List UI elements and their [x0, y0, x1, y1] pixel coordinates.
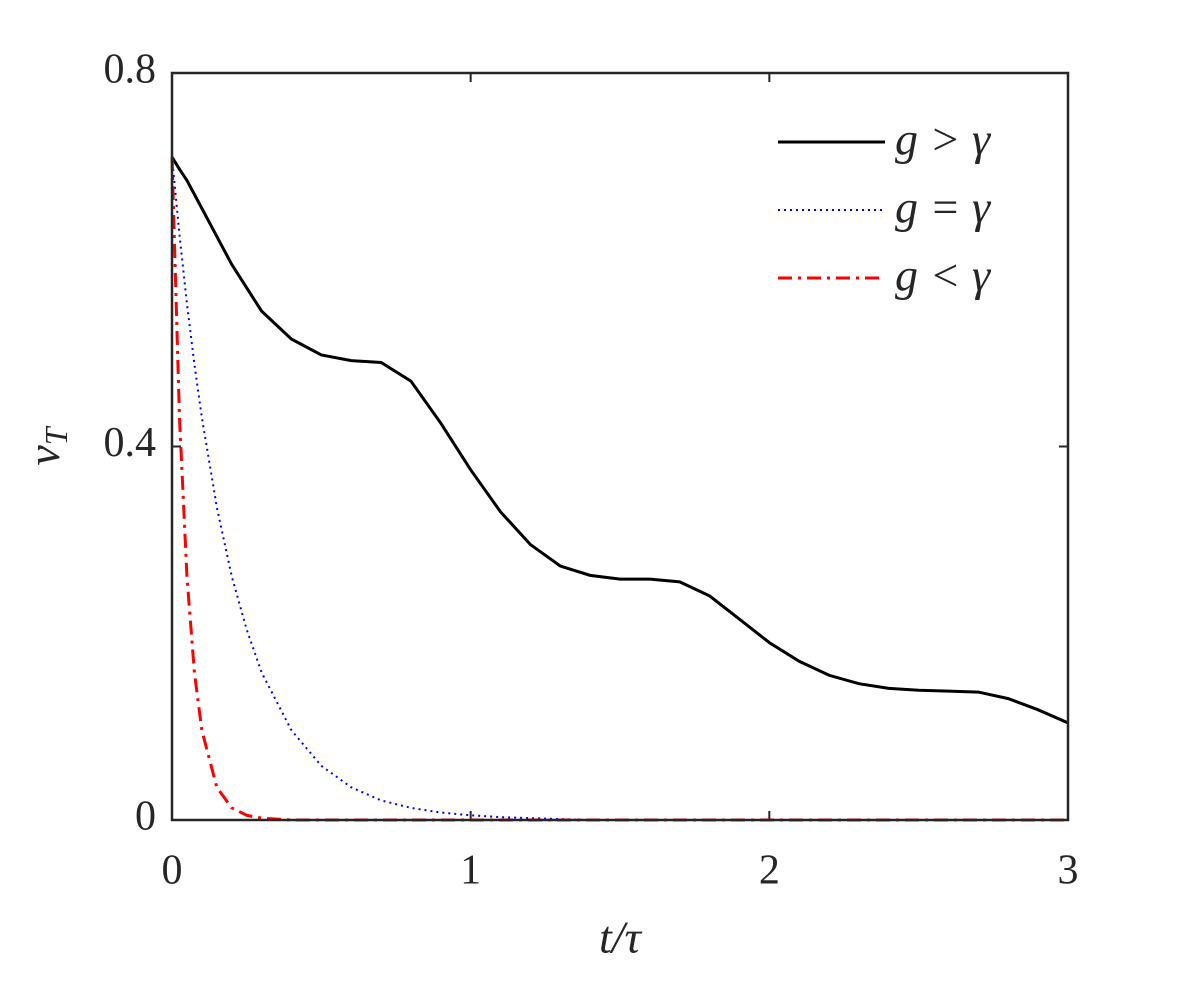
legend: g > γ g = γ g < γ: [778, 114, 992, 301]
x-axis-label: t/τ: [599, 912, 643, 963]
legend-label: g = γ: [895, 182, 992, 233]
y-axis-label: vT: [18, 425, 75, 465]
series-line: [170, 156, 1069, 725]
y-tick-label: 0: [135, 794, 156, 840]
x-tick-label: 3: [1058, 848, 1079, 894]
x-tick-label: 2: [759, 848, 780, 894]
x-tick-label: 1: [460, 848, 481, 894]
plot-frame: [170, 71, 1070, 822]
legend-label: g < γ: [895, 250, 992, 301]
x-tick-label: 0: [162, 848, 183, 894]
legend-label: g > γ: [895, 114, 992, 165]
y-tick-label: 0.4: [104, 420, 157, 466]
y-tick-label: 0.8: [104, 47, 157, 93]
